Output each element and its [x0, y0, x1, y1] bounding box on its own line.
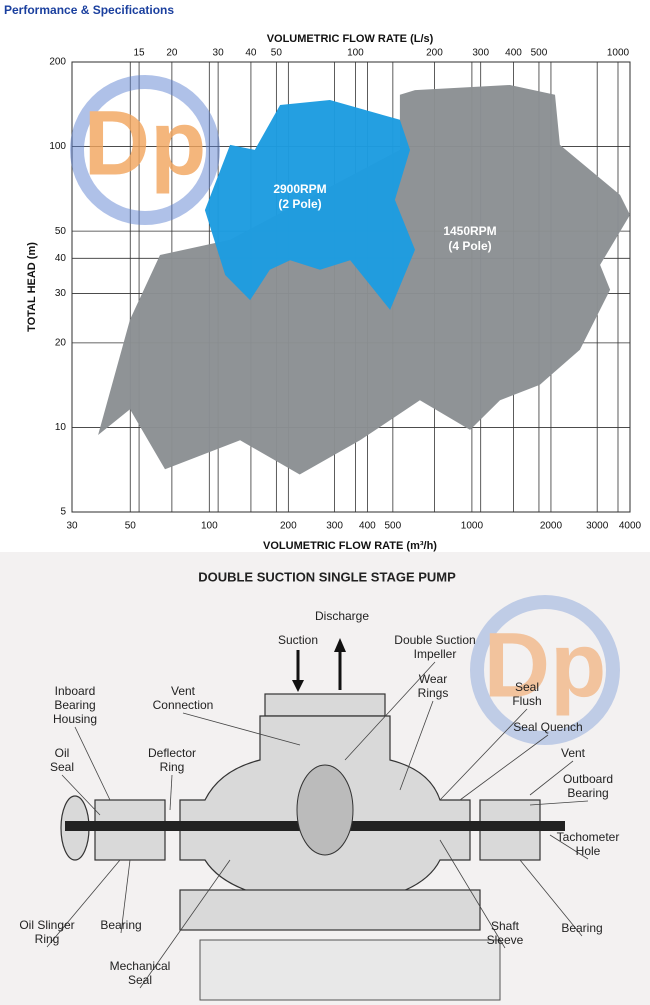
region-label: 2900RPM: [273, 182, 326, 196]
x-tick-label: 200: [280, 521, 297, 532]
x2-tick-label: 300: [472, 48, 489, 59]
region: [98, 85, 631, 475]
region-sublabel: (4 Pole): [448, 239, 491, 253]
leader-line: [529, 760, 574, 796]
part-label: Wear: [419, 672, 447, 686]
leader-line: [344, 661, 436, 761]
part-label: Deflector: [148, 746, 196, 760]
part-label: Bearing: [54, 698, 95, 712]
part-label: Vent: [561, 746, 586, 760]
x-tick-label: 500: [385, 521, 402, 532]
y-tick-label: 5: [60, 507, 66, 518]
x-tick-label: 30: [66, 521, 78, 532]
x2-tick-label: 400: [505, 48, 522, 59]
logo: Dp: [70, 75, 220, 225]
leader-line: [549, 834, 589, 860]
leader-line: [120, 859, 131, 934]
part-label: Mechanical: [110, 959, 171, 973]
x2-tick-label: 40: [245, 48, 257, 59]
x-tick-label: 1000: [461, 521, 484, 532]
part-label: Ring: [35, 932, 60, 946]
part-label: Outboard: [563, 772, 613, 786]
leader-line: [459, 734, 549, 801]
y-tick-label: 100: [49, 141, 66, 152]
logo-text: Dp: [484, 614, 607, 716]
x2-tick-label: 30: [213, 48, 225, 59]
part-label: Flush: [512, 694, 541, 708]
part-label: Vent: [171, 684, 196, 698]
part-label: Connection: [153, 698, 214, 712]
part-label: Double Suction: [394, 633, 475, 647]
part-label: Inboard: [55, 684, 96, 698]
part-label: Suction: [278, 633, 318, 647]
part-label: Tachometer: [557, 830, 620, 844]
x2-tick-label: 100: [347, 48, 364, 59]
x-axis-title: VOLUMETRIC FLOW RATE (m³/h): [263, 540, 437, 552]
leader-line: [182, 712, 301, 746]
page-title: Performance & Specifications: [4, 3, 174, 17]
region-sublabel: (2 Pole): [278, 197, 321, 211]
diagram-title: DOUBLE SUCTION SINGLE STAGE PUMP: [198, 569, 456, 584]
leader-line: [74, 726, 111, 801]
y-tick-label: 20: [55, 338, 67, 349]
x-tick-label: 2000: [540, 521, 563, 532]
x-tick-label: 4000: [619, 521, 642, 532]
logo-text: Dp: [84, 92, 207, 194]
part-label: Seal: [50, 760, 74, 774]
y-tick-label: 200: [49, 57, 66, 68]
leader-line: [439, 708, 528, 801]
region: [204, 100, 415, 310]
part-label: Discharge: [315, 609, 369, 623]
leader-line: [46, 859, 121, 948]
x2-tick-label: 500: [531, 48, 548, 59]
y-tick-label: 10: [55, 422, 67, 433]
x2-tick-label: 1000: [607, 48, 630, 59]
part-label: Impeller: [414, 647, 457, 661]
leader-line: [529, 800, 589, 806]
x-tick-label: 3000: [586, 521, 609, 532]
logo: Dp: [470, 595, 620, 745]
part-label: Oil Slinger: [19, 918, 74, 932]
part-label: Oil: [55, 746, 70, 760]
x-tick-label: 400: [359, 521, 376, 532]
x2-tick-label: 15: [134, 48, 146, 59]
y-tick-label: 50: [55, 226, 67, 237]
x-tick-label: 50: [125, 521, 137, 532]
part-label: Bearing: [100, 918, 141, 932]
x-tick-label: 300: [326, 521, 343, 532]
leader-line: [61, 774, 101, 816]
region-label: 1450RPM: [443, 224, 496, 238]
x2-tick-label: 20: [166, 48, 178, 59]
leader-line: [139, 859, 231, 989]
y-tick-label: 40: [55, 253, 67, 264]
leader-line: [399, 700, 434, 791]
leader-line: [519, 859, 583, 937]
x2-tick-label: 200: [426, 48, 443, 59]
part-label: Hole: [576, 844, 601, 858]
part-label: Shaft: [491, 919, 520, 933]
part-label: Bearing: [561, 921, 602, 935]
part-label: Ring: [160, 760, 185, 774]
x2-tick-label: 50: [271, 48, 283, 59]
pump-drawing: [60, 638, 565, 1001]
part-label: Seal: [515, 680, 539, 694]
part-label: Rings: [418, 686, 449, 700]
leader-line: [439, 839, 506, 949]
part-label: Seal Quench: [513, 720, 582, 734]
y-tick-label: 30: [55, 288, 67, 299]
part-label: Seal: [128, 973, 152, 987]
part-label: Bearing: [567, 786, 608, 800]
leader-line: [169, 774, 173, 811]
part-label: Sleeve: [487, 933, 524, 947]
x-tick-label: 100: [201, 521, 218, 532]
x2-axis-title: VOLUMETRIC FLOW RATE (L/s): [267, 33, 434, 45]
y-axis-title: TOTAL HEAD (m): [26, 242, 38, 332]
part-label: Housing: [53, 712, 97, 726]
